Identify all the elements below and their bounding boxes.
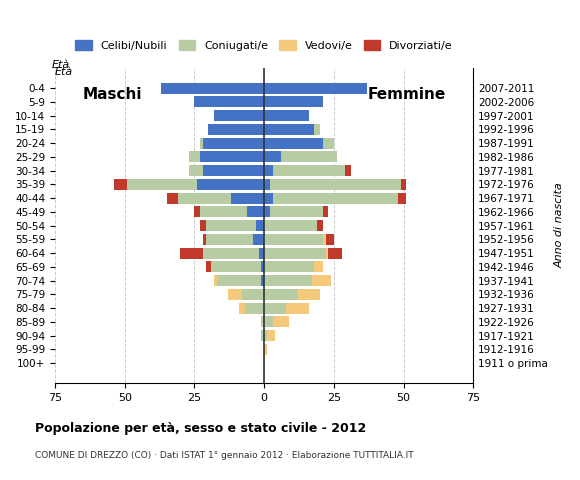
Bar — [264, 137, 322, 148]
Bar — [262, 261, 264, 272]
Bar — [398, 192, 407, 204]
Text: Maschi: Maschi — [83, 87, 142, 102]
Bar — [264, 192, 273, 204]
Bar — [264, 151, 281, 162]
Bar — [264, 248, 325, 259]
Bar — [264, 110, 309, 121]
Bar — [189, 151, 200, 162]
Bar — [203, 248, 259, 259]
Text: COMUNE DI DREZZO (CO) · Dati ISTAT 1° gennaio 2012 · Elaborazione TUTTITALIA.IT: COMUNE DI DREZZO (CO) · Dati ISTAT 1° ge… — [35, 451, 414, 460]
Bar — [262, 316, 264, 327]
Bar — [264, 124, 314, 135]
Bar — [264, 206, 270, 217]
Bar — [205, 234, 253, 245]
Bar — [264, 261, 314, 272]
Bar — [325, 248, 328, 259]
Legend: Celibi/Nubili, Coniugati/e, Vedovi/e, Divorziati/e: Celibi/Nubili, Coniugati/e, Vedovi/e, Di… — [71, 36, 458, 56]
Bar — [273, 192, 398, 204]
Bar — [208, 124, 264, 135]
Bar — [200, 151, 264, 162]
Bar — [114, 179, 128, 190]
Bar — [203, 234, 205, 245]
Bar — [200, 206, 248, 217]
Bar — [264, 179, 270, 190]
Bar — [194, 96, 264, 107]
Bar — [256, 220, 264, 231]
Bar — [314, 261, 322, 272]
Bar — [267, 330, 276, 341]
Bar — [287, 302, 309, 313]
Bar — [270, 179, 401, 190]
Bar — [197, 179, 264, 190]
Text: Popolazione per età, sesso e stato civile - 2012: Popolazione per età, sesso e stato civil… — [35, 422, 366, 435]
Bar — [228, 289, 242, 300]
Bar — [239, 302, 245, 313]
Bar — [281, 151, 336, 162]
Bar — [401, 179, 407, 190]
Bar — [345, 165, 350, 176]
Bar — [128, 179, 197, 190]
Bar — [264, 83, 367, 94]
Bar — [245, 302, 264, 313]
Bar — [264, 344, 267, 355]
Bar — [322, 137, 334, 148]
Bar — [231, 192, 264, 204]
Bar — [214, 275, 217, 286]
Bar — [264, 275, 311, 286]
Bar — [264, 316, 273, 327]
Bar — [264, 220, 317, 231]
Bar — [264, 96, 322, 107]
Bar — [194, 206, 200, 217]
Bar — [203, 137, 264, 148]
Bar — [264, 165, 273, 176]
Text: Età: Età — [52, 60, 70, 70]
Bar — [189, 165, 203, 176]
Bar — [322, 234, 325, 245]
Bar — [311, 275, 331, 286]
Bar — [270, 206, 322, 217]
Bar — [325, 234, 334, 245]
Bar — [273, 316, 289, 327]
Text: Femmine: Femmine — [367, 87, 445, 102]
Bar — [253, 234, 264, 245]
Bar — [262, 330, 264, 341]
Bar — [203, 165, 264, 176]
Bar — [205, 220, 256, 231]
Bar — [166, 192, 177, 204]
Bar — [322, 206, 328, 217]
Bar — [214, 110, 264, 121]
Bar — [161, 83, 264, 94]
Bar — [248, 206, 264, 217]
Bar — [264, 302, 287, 313]
Bar — [298, 289, 320, 300]
Bar — [259, 248, 264, 259]
Bar — [242, 289, 264, 300]
Bar — [217, 275, 262, 286]
Bar — [328, 248, 342, 259]
Bar — [180, 248, 203, 259]
Bar — [314, 124, 320, 135]
Bar — [200, 137, 203, 148]
Y-axis label: Anno di nascita: Anno di nascita — [555, 183, 565, 268]
Bar — [200, 220, 205, 231]
Bar — [262, 275, 264, 286]
Text: Età: Età — [55, 67, 73, 77]
Bar — [264, 330, 267, 341]
Bar — [273, 165, 345, 176]
Bar — [317, 220, 322, 231]
Bar — [205, 261, 211, 272]
Bar — [211, 261, 262, 272]
Bar — [264, 234, 322, 245]
Bar — [264, 289, 298, 300]
Bar — [177, 192, 231, 204]
